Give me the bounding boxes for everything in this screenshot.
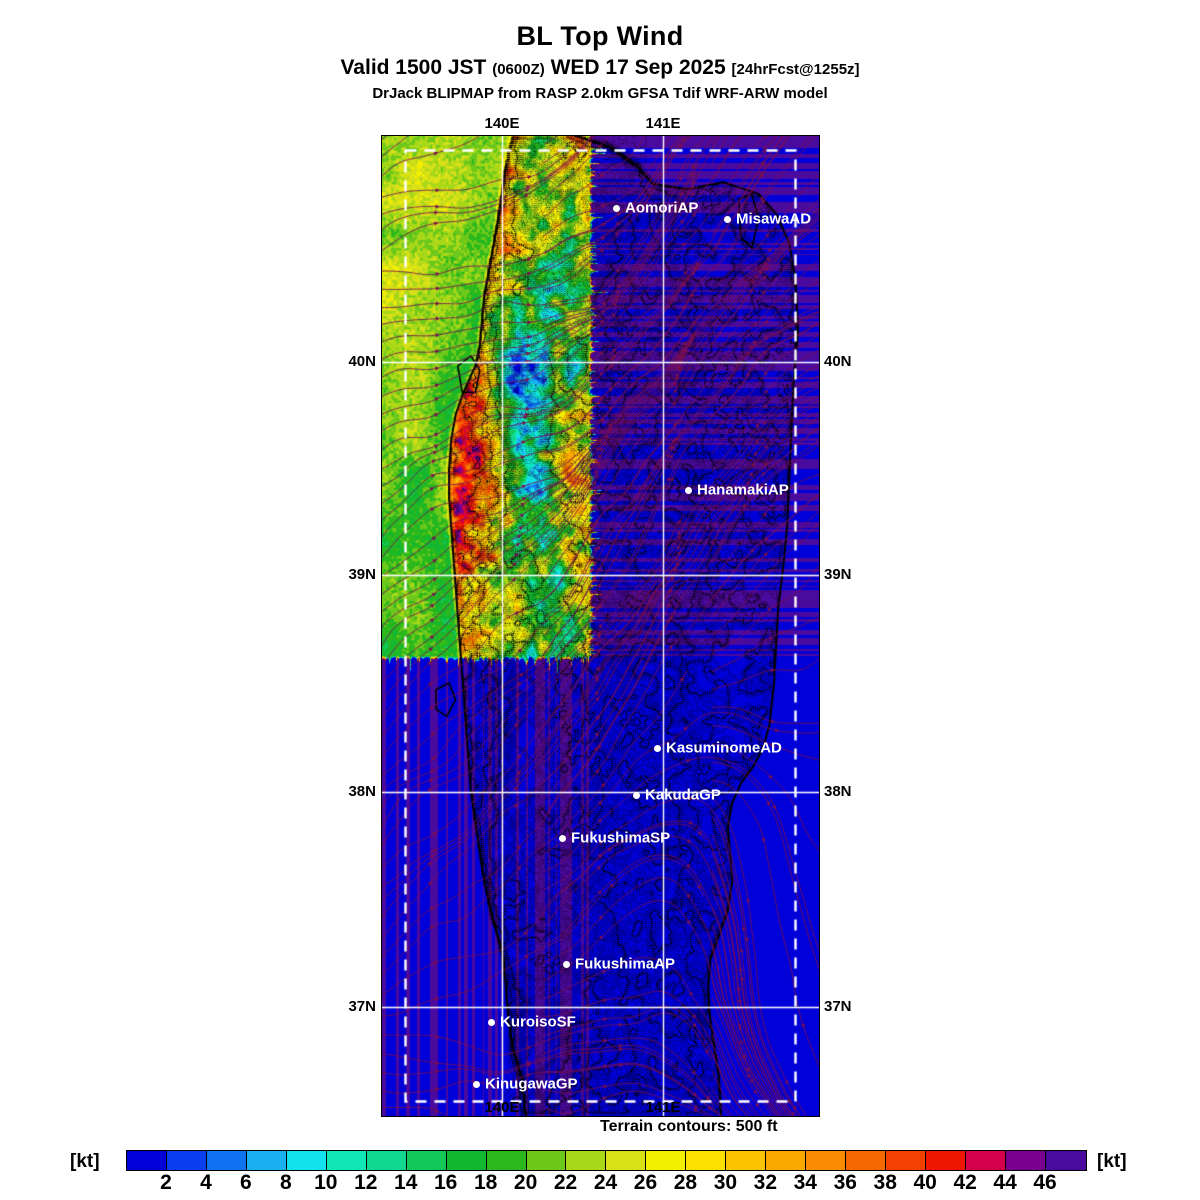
- colorbar-tick: 36: [833, 1171, 857, 1194]
- colorbar-segment: [526, 1151, 567, 1170]
- colorbar-segment: [886, 1151, 927, 1170]
- colorbar-segment: [326, 1151, 367, 1170]
- colorbar-tick: 12: [354, 1171, 378, 1194]
- colorbar-tick: 46: [1033, 1171, 1057, 1194]
- valid-date: WED 17 Sep 2025: [544, 56, 732, 80]
- colorbar-tick: 34: [793, 1171, 817, 1194]
- axis-tick-label: 38N: [348, 783, 376, 800]
- colorbar-segment: [806, 1151, 847, 1170]
- colorbar-segment: [606, 1151, 647, 1170]
- axis-tick-label: 37N: [824, 998, 852, 1015]
- colorbar-tick-labels: 2 4 6 8 10 12 14 16 18 20 22 24 26 28 30 32 34 36 38 40 42 44…: [126, 1171, 1085, 1199]
- forecast-tag: [24hrFcst@1255z]: [731, 61, 860, 79]
- colorbar-segment: [127, 1151, 167, 1170]
- colorbar-segment: [686, 1151, 727, 1170]
- colorbar-segment: [726, 1151, 767, 1170]
- colorbar-tick: 40: [913, 1171, 937, 1194]
- colorbar-tick: 2: [160, 1171, 172, 1194]
- valid-time-line: Valid 1500 JST (0600Z) WED 17 Sep 2025 […: [0, 57, 1200, 79]
- chart-header: BL Top Wind Valid 1500 JST (0600Z) WED 1…: [0, 0, 1200, 102]
- valid-time-prefix: Valid 1500 JST: [340, 56, 493, 80]
- colorbar-tick: 22: [553, 1171, 578, 1194]
- colorbar-segment: [566, 1151, 607, 1170]
- colorbar-tick: 8: [279, 1171, 292, 1194]
- axis-tick-label: 40N: [348, 353, 376, 370]
- colorbar-tick: 16: [433, 1171, 458, 1194]
- colorbar-segment: [446, 1151, 487, 1170]
- colorbar-tick: 20: [513, 1171, 538, 1194]
- colorbar-segment: [206, 1151, 247, 1170]
- colorbar-segment: [766, 1151, 807, 1170]
- wind-map[interactable]: AomoriAP MisawaAD HanamakiAP KasuminomeAD Ka…: [348, 115, 852, 1117]
- colorbar-segment: [366, 1151, 407, 1170]
- page-title: BL Top Wind: [516, 21, 684, 51]
- colorbar-segment: [966, 1151, 1006, 1170]
- axis-tick-label: 38N: [824, 783, 852, 800]
- model-line: DrJack BLIPMAP from RASP 2.0km GFSA Tdif…: [372, 85, 828, 103]
- axis-tick-label: 141E: [645, 115, 681, 132]
- colorbar-tick: 14: [394, 1171, 418, 1194]
- axis-tick-label: 140E: [484, 1099, 520, 1116]
- colorbar-tick: 32: [753, 1171, 778, 1194]
- colorbar-segment: [246, 1151, 287, 1170]
- colorbar-unit-right: [kt]: [1097, 1151, 1127, 1172]
- axis-tick-label: 40N: [824, 353, 852, 370]
- colorbar-segment: [646, 1151, 687, 1170]
- colorbar-tick: 4: [200, 1171, 212, 1194]
- colorbar-segment: [1005, 1151, 1046, 1170]
- colorbar-segment: [926, 1151, 967, 1170]
- valid-time-utc: (0600Z): [492, 61, 545, 79]
- colorbar-tick: 18: [473, 1171, 498, 1194]
- colorbar-tick: 38: [873, 1171, 897, 1194]
- colorbar-tick: 26: [633, 1171, 658, 1194]
- axis-tick-label: 39N: [824, 566, 852, 583]
- colorbar-unit-left: [kt]: [70, 1151, 100, 1172]
- colorbar-tick: 44: [993, 1171, 1017, 1194]
- colorbar-tick: 30: [713, 1171, 738, 1194]
- wind-field-canvas: [381, 135, 820, 1117]
- axis-tick-label: 141E: [645, 1099, 681, 1116]
- terrain-contour-note: Terrain contours: 500 ft: [600, 1118, 778, 1135]
- colorbar-swatches[interactable]: [126, 1150, 1087, 1171]
- colorbar-tick: 10: [314, 1171, 338, 1194]
- colorbar-segment: [1045, 1151, 1086, 1170]
- colorbar-tick: 28: [673, 1171, 698, 1194]
- colorbar-segment: [166, 1151, 207, 1170]
- colorbar-segment: [286, 1151, 327, 1170]
- axis-tick-label: 140E: [484, 115, 520, 132]
- colorbar-legend: [kt] 2 4 6 8 10 12 14 16 18 20 22 24 26 28 30 32 34 36 38 4…: [0, 1143, 1200, 1200]
- colorbar-tick: 6: [240, 1171, 252, 1194]
- colorbar-tick: 42: [953, 1171, 977, 1194]
- colorbar-segment: [846, 1151, 887, 1170]
- axis-tick-label: 39N: [348, 566, 376, 583]
- axis-tick-label: 37N: [348, 998, 376, 1015]
- colorbar-tick: 24: [593, 1171, 618, 1194]
- colorbar-segment: [406, 1151, 447, 1170]
- colorbar-segment: [486, 1151, 527, 1170]
